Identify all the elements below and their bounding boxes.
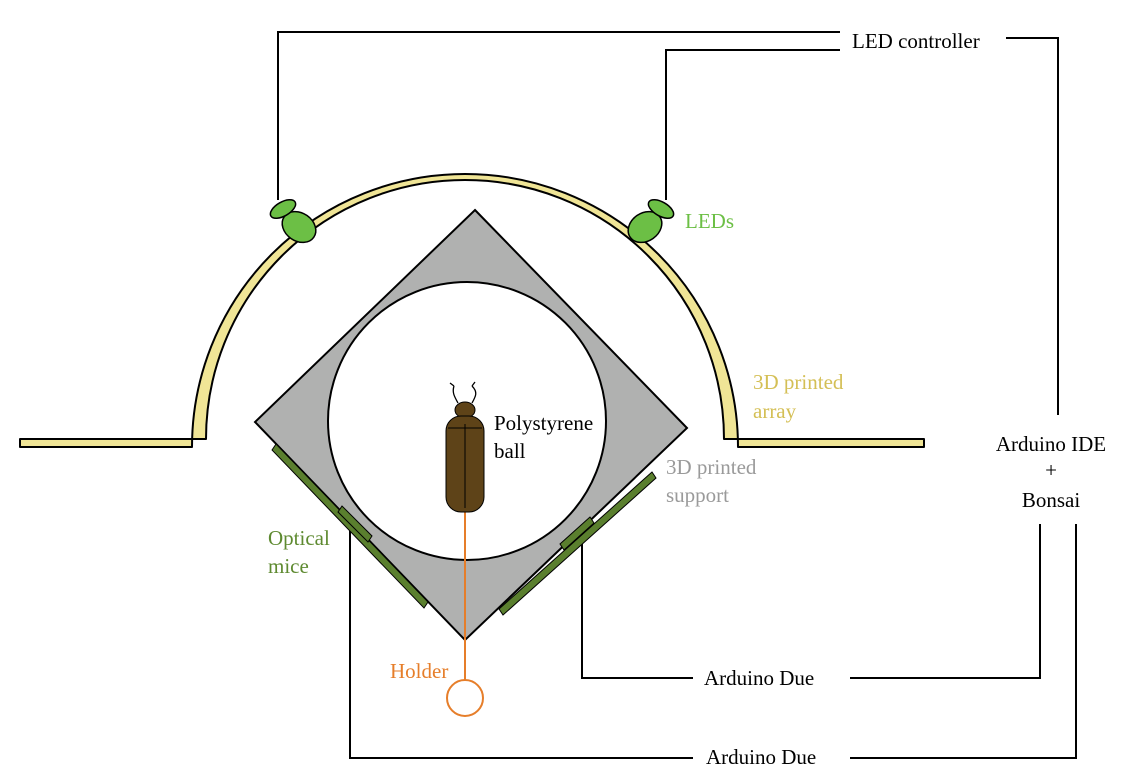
ball-label-line1: Polystyrene [494, 411, 593, 435]
arduino-due-label-1: Arduino Due [704, 666, 814, 690]
wire-mouse-left-to-due [349, 518, 693, 759]
wire-left-led-to-controller [277, 31, 840, 200]
wire-due2-to-ide [850, 524, 1077, 759]
ide-label-line1: Arduino IDE [996, 432, 1106, 456]
optical-mouse-left-inner [337, 505, 373, 543]
ide-label-line2: + [1045, 458, 1057, 482]
wire-controller-to-ide [1006, 37, 1059, 415]
support-label-line1: 3D printed [666, 455, 757, 479]
wires [277, 31, 1077, 759]
optical-mouse-right-outer [498, 471, 657, 616]
led-controller-label: LED controller [852, 29, 980, 53]
optical-mouse-right-inner [559, 516, 595, 551]
leds-label: LEDs [685, 209, 734, 233]
led-right [627, 198, 675, 244]
wire-right-led-to-controller [665, 49, 840, 200]
holder-label: Holder [390, 659, 448, 683]
ide-label-line3: Bonsai [1022, 488, 1081, 512]
arduino-due-label-2: Arduino Due [706, 745, 816, 769]
ball-label-line2: ball [494, 439, 526, 463]
wire-due1-to-ide [850, 524, 1041, 679]
optical-mice [271, 443, 657, 616]
array-label-line2: array [753, 399, 797, 423]
support-label-line2: support [666, 483, 729, 507]
optical-mouse-left-outer [271, 443, 429, 609]
led-left [269, 198, 317, 244]
wire-mouse-right-to-due [581, 536, 693, 679]
mice-label-line1: Optical [268, 526, 330, 550]
array-label-line1: 3D printed [753, 370, 844, 394]
beetle [445, 381, 485, 513]
mice-label-line2: mice [268, 554, 309, 578]
